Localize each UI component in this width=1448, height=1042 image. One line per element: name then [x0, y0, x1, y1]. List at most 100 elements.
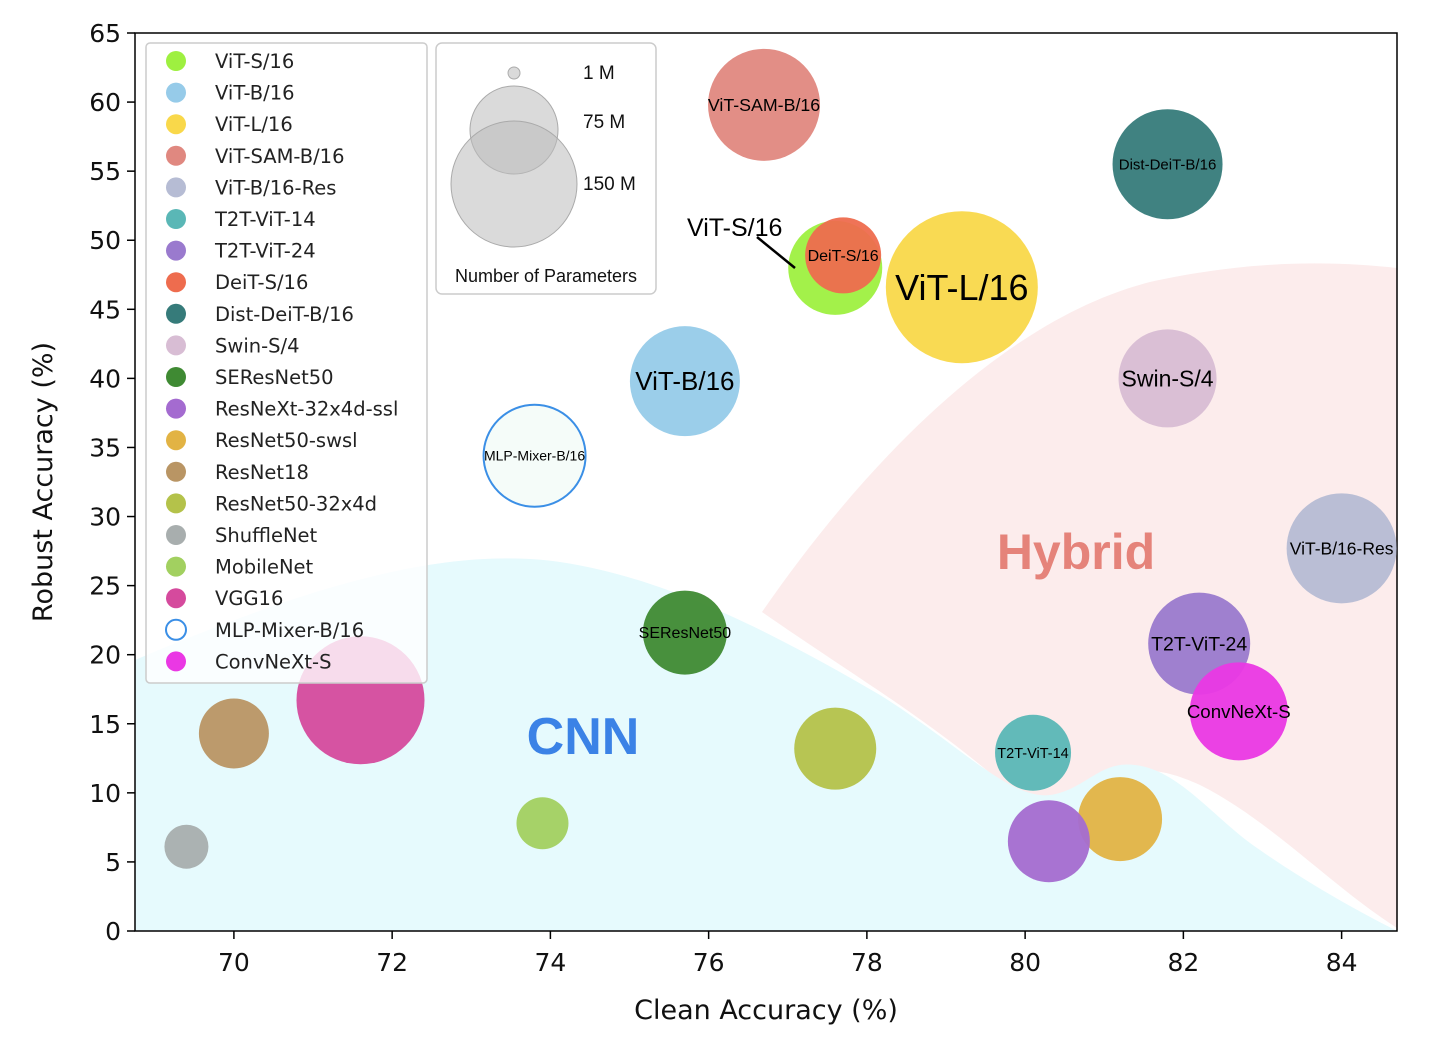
y-tick-label-35: 35	[89, 433, 121, 462]
legend-marker-vgg16	[166, 588, 186, 609]
legend-label-vit-l-16: ViT-L/16	[215, 113, 293, 136]
bubble-deit-s-16	[805, 217, 882, 294]
bubble-label-vit-b-16: ViT-B/16	[635, 366, 734, 396]
legend-marker-dist-deit-b-16	[166, 303, 186, 324]
y-tick-label-60: 60	[89, 88, 121, 117]
bubbles-layer: ViT-L/16 ViT-SAM-B/16 ViT-B/16 ViT-B/16-Res…	[164, 48, 1397, 883]
legend-marker-vit-s-16	[166, 51, 186, 71]
bubble-label-t2t-vit-24: T2T-ViT-24	[1151, 633, 1247, 655]
bubble-label-deit-s-16: DeiT-S/16	[808, 248, 879, 265]
x-tick-label-78: 78	[851, 948, 883, 977]
legend-label-dist-deit-b-16: Dist-DeiT-B/16	[215, 303, 354, 326]
legend-label-swin-s-4: Swin-S/4	[215, 334, 300, 357]
bubble-label-swin-s-4: Swin-S/4	[1122, 365, 1214, 391]
size-legend-label-150m: 150 M	[583, 174, 636, 195]
bubble-label-t2t-vit-14: T2T-ViT-14	[997, 746, 1068, 762]
size-legend-bubble-150m	[450, 120, 578, 248]
bubble-t2t-vit-14	[995, 714, 1072, 791]
legend-label-t2t-vit-14: T2T-ViT-14	[214, 208, 316, 231]
bubble-seresnet50	[642, 590, 727, 675]
legend-marker-resnext-32x4d-ssl	[166, 398, 186, 419]
legend-marker-shufflenet	[166, 525, 186, 545]
x-tick-label-84: 84	[1326, 948, 1358, 977]
legend-label-mlp-mixer-b-16: MLP-Mixer-B/16	[215, 619, 364, 642]
bubble-resnet50-swsl	[1078, 777, 1163, 862]
legend-marker-vit-l-16	[166, 114, 186, 135]
bubble-label-vit-l-16: ViT-L/16	[895, 267, 1028, 308]
bubble-mlp-mixer-b-16	[482, 403, 587, 508]
legend-marker-swin-s-4	[166, 335, 186, 356]
bubble-label-seresnet50: SEResNet50	[639, 625, 732, 642]
legend-marker-mobilenet	[166, 556, 186, 577]
legend-label-vit-b-16-res: ViT-B/16-Res	[215, 176, 336, 199]
legend-label-mobilenet: MobileNet	[215, 556, 314, 579]
legend-marker-resnet50-swsl	[166, 430, 186, 451]
bubble-dist-deit-b-16	[1112, 109, 1223, 220]
legend-label-deit-s-16: DeiT-S/16	[215, 271, 308, 294]
y-tick-label-15: 15	[89, 710, 121, 739]
size-legend-bubble-1m	[507, 66, 521, 80]
size-legend: 1 M 75 M 150 M Number of Parameters	[435, 42, 657, 295]
legend-label-resnet50-32x4d: ResNet50-32x4d	[215, 492, 377, 515]
legend-label-vgg16: VGG16	[215, 587, 283, 610]
hybrid-region-label: Hybrid	[997, 524, 1155, 580]
legend-marker-mlp-mixer-b-16	[165, 618, 187, 641]
bubble-mobilenet	[516, 797, 569, 850]
y-axis-label: Robust Accuracy (%)	[28, 342, 59, 622]
legend-label-convnext-s: ConvNeXt-S	[215, 650, 331, 673]
x-tick-label-80: 80	[1009, 948, 1041, 977]
bubble-resnet50-32x4d	[794, 707, 877, 790]
legend-marker-seresnet50	[166, 367, 186, 387]
legend-marker-t2t-vit-24	[166, 240, 186, 261]
callout-line	[756, 236, 796, 269]
legend-box	[145, 42, 428, 684]
y-tick-label-20: 20	[89, 641, 121, 670]
x-tick-label-82: 82	[1167, 948, 1199, 977]
legend-marker-resnet18	[166, 461, 186, 482]
legend-label-seresnet50: SEResNet50	[215, 366, 334, 389]
y-tick-label-5: 5	[105, 848, 121, 877]
size-legend-title: Number of Parameters	[455, 266, 637, 286]
legend-marker-vit-b-16	[166, 82, 186, 103]
legend-marker-vit-sam-b-16	[166, 145, 186, 166]
legend-marker-convnext-s	[166, 651, 186, 672]
bubble-label-vit-sam-b-16: ViT-SAM-B/16	[708, 95, 820, 115]
y-tick-label-40: 40	[89, 364, 121, 393]
bubble-label-convnext-s: ConvNeXt-S	[1187, 701, 1291, 722]
y-tick-label-50: 50	[89, 226, 121, 255]
legend-label-resnet18: ResNet18	[215, 461, 309, 484]
x-axis-ticks: 70 72 74 76 78 80 82 84	[218, 931, 1358, 977]
x-tick-label-74: 74	[534, 948, 566, 977]
size-legend-label-75m: 75 M	[583, 112, 625, 133]
y-tick-label-30: 30	[89, 503, 121, 532]
legend-marker-resnet50-32x4d	[166, 493, 186, 514]
legend-label-resnet50-swsl: ResNet50-swsl	[215, 429, 358, 452]
size-legend-label-1m: 1 M	[583, 63, 615, 84]
bubble-vit-b-16-res	[1286, 493, 1397, 604]
bubble-label-dist-deit-b-16: Dist-DeiT-B/16	[1119, 156, 1217, 173]
y-tick-label-10: 10	[89, 779, 121, 808]
y-tick-label-0: 0	[105, 917, 121, 946]
bubble-vit-sam-b-16	[708, 48, 821, 161]
cnn-region-label: CNN	[527, 708, 640, 766]
bubble-resnet18	[198, 698, 269, 769]
bubble-label-vit-b-16-res: ViT-B/16-Res	[1290, 538, 1394, 558]
bubble-convnext-s	[1189, 662, 1288, 761]
y-tick-label-45: 45	[89, 295, 121, 324]
bubble-vit-b-16	[629, 326, 740, 437]
bubble-label-mlp-mixer-b-16: MLP-Mixer-B/16	[484, 448, 585, 464]
bubble-shufflenet	[164, 824, 209, 869]
y-tick-label-55: 55	[89, 157, 121, 186]
bubble-swin-s-4	[1118, 329, 1217, 428]
y-tick-label-25: 25	[89, 572, 121, 601]
legend-marker-t2t-vit-14	[166, 209, 186, 229]
x-axis-label: Clean Accuracy (%)	[634, 995, 898, 1026]
y-tick-label-65: 65	[89, 19, 121, 48]
legend-marker-deit-s-16	[166, 272, 186, 293]
x-tick-label-70: 70	[218, 948, 250, 977]
callout-text: ViT-S/16	[687, 214, 782, 242]
legend-label-vit-b-16: ViT-B/16	[215, 82, 295, 105]
y-axis-ticks: 0 5 10 15 20 25 30 35 40 45 50 55 60 65	[89, 19, 135, 946]
legend-label-t2t-vit-24: T2T-ViT-24	[214, 240, 316, 263]
